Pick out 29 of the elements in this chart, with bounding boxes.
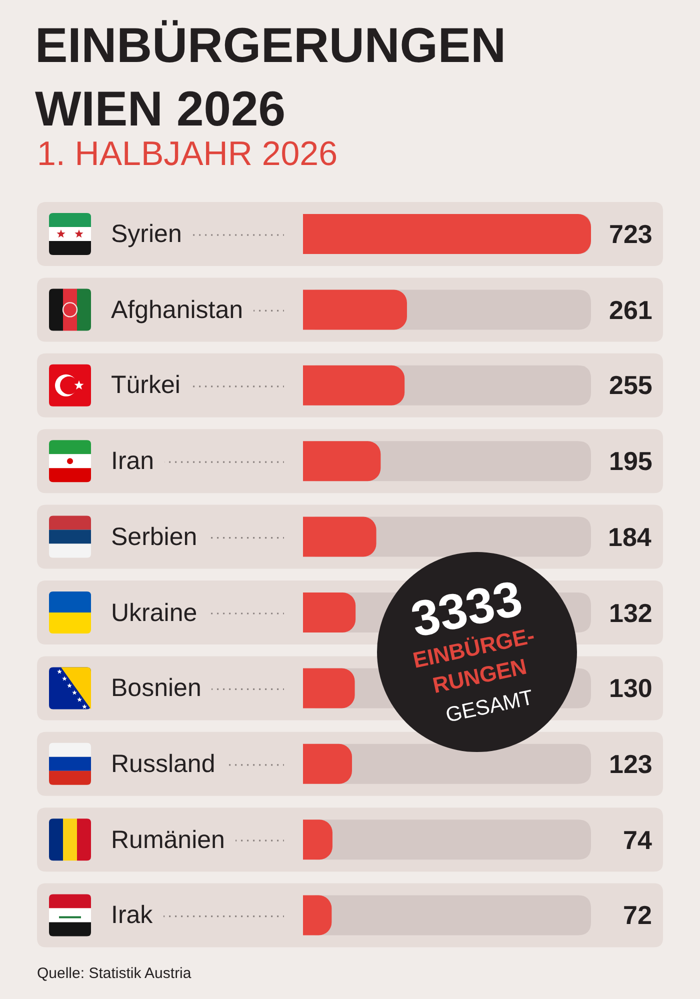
bar	[303, 516, 376, 557]
y-tick-label: Iran	[111, 447, 154, 475]
y-tick-label: Serbien	[111, 523, 198, 551]
y-tick-label: Irak	[111, 901, 154, 929]
bar	[303, 744, 352, 784]
data-label: 123	[609, 749, 652, 779]
data-label: 72	[623, 900, 652, 930]
y-tick-label: Türkei	[111, 371, 180, 399]
data-label: 132	[609, 598, 652, 628]
y-tick-label: Rumänien	[111, 826, 225, 854]
bar	[303, 592, 356, 632]
chart-title: EINBÜRGERUNGEN WIEN 2026	[35, 19, 506, 137]
data-label: 184	[608, 522, 652, 552]
bar	[303, 895, 332, 936]
chart-subtitle: 1. HALBJAHR 2026	[37, 135, 338, 173]
data-label: 130	[609, 673, 652, 703]
y-tick-label: Russland	[111, 750, 216, 778]
data-label: 255	[609, 370, 652, 400]
bar	[303, 820, 332, 860]
data-label: 74	[623, 825, 652, 855]
y-tick-label: Afghanistan	[111, 296, 244, 324]
y-tick-label: Bosnien	[111, 674, 202, 702]
data-label: 195	[609, 446, 652, 476]
y-tick-label: Syrien	[111, 220, 182, 248]
data-label: 261	[609, 295, 652, 325]
y-tick-label: Ukraine	[111, 599, 198, 627]
bar	[303, 668, 355, 708]
data-label: 723	[609, 219, 652, 249]
source-note: Quelle: Statistik Austria	[37, 965, 192, 982]
